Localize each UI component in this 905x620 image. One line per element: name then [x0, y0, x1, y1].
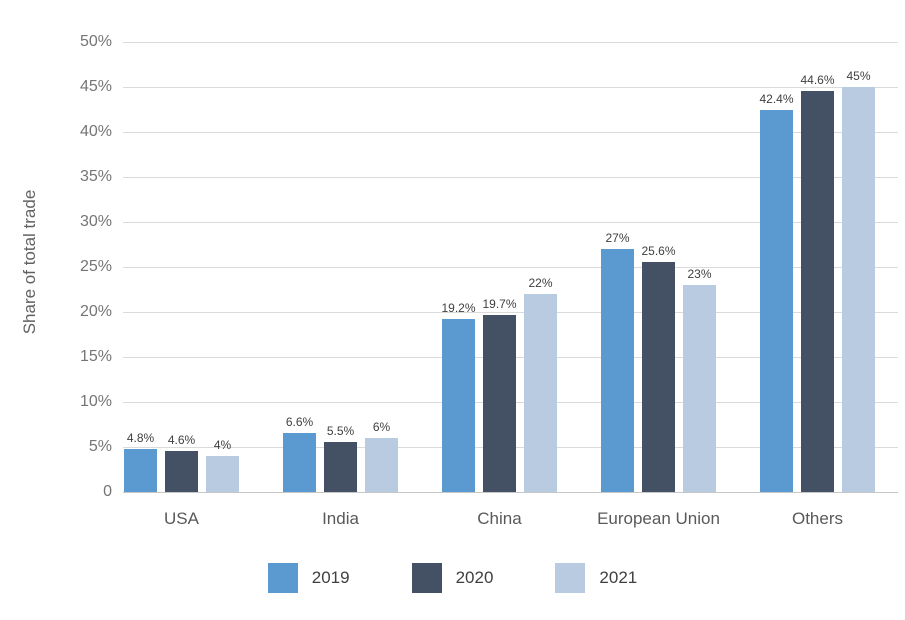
legend-swatch-2020	[411, 563, 442, 593]
y-tick-label: 15%	[79, 348, 112, 365]
legend: 2019 2020 2021	[0, 563, 905, 593]
legend-label: 2019	[311, 568, 350, 587]
category-label: European Union	[597, 509, 720, 528]
gridline	[123, 87, 898, 88]
gridline	[123, 42, 898, 43]
bar-2021-china[interactable]	[524, 294, 557, 492]
data-label: 4.6%	[167, 433, 196, 447]
data-label: 5.5%	[326, 424, 355, 438]
y-tick-label: 25%	[79, 258, 112, 275]
gridline	[123, 222, 898, 223]
data-label: 25.6%	[641, 244, 676, 258]
data-label: 4%	[213, 438, 232, 452]
legend-item-2019: 2019	[267, 563, 350, 593]
legend-swatch-2019	[267, 563, 298, 593]
bar-2020-usa[interactable]	[165, 451, 198, 492]
category-label: USA	[164, 509, 199, 528]
data-label: 22%	[528, 276, 553, 290]
data-label: 23%	[687, 267, 712, 281]
bar-2019-others[interactable]	[760, 110, 793, 492]
gridline	[123, 177, 898, 178]
legend-label: 2021	[599, 568, 638, 587]
data-label: 42.4%	[759, 92, 794, 106]
bar-2021-european-union[interactable]	[683, 285, 716, 492]
gridline	[123, 312, 898, 313]
data-label: 27%	[605, 231, 630, 245]
bar-2021-usa[interactable]	[206, 456, 239, 492]
bar-2020-european-union[interactable]	[642, 262, 675, 492]
y-axis-title: Share of total trade	[20, 189, 39, 335]
y-tick-label: 35%	[79, 168, 112, 185]
y-tick-label: 5%	[88, 438, 112, 455]
gridline	[123, 267, 898, 268]
y-tick-label: 0	[103, 483, 112, 500]
data-label: 45%	[846, 69, 871, 83]
category-label: Others	[791, 509, 844, 528]
x-axis-baseline	[123, 492, 898, 493]
category-label: India	[322, 509, 359, 528]
y-tick-label: 30%	[79, 213, 112, 230]
gridline	[123, 132, 898, 133]
y-tick-label: 45%	[79, 78, 112, 95]
legend-label: 2020	[455, 568, 494, 587]
bar-2020-india[interactable]	[324, 442, 357, 492]
bar-2021-others[interactable]	[842, 87, 875, 492]
bar-2019-usa[interactable]	[124, 449, 157, 492]
y-tick-label: 50%	[79, 33, 112, 50]
data-label: 4.8%	[126, 431, 155, 445]
legend-item-2020: 2020	[411, 563, 494, 593]
data-label: 6.6%	[285, 415, 314, 429]
data-label: 44.6%	[800, 73, 835, 87]
y-tick-label: 20%	[79, 303, 112, 320]
legend-swatch-2021	[555, 563, 586, 593]
bar-2019-india[interactable]	[283, 433, 316, 492]
y-tick-label: 10%	[79, 393, 112, 410]
y-tick-label: 40%	[79, 123, 112, 140]
data-label: 19.7%	[482, 297, 517, 311]
bar-2021-india[interactable]	[365, 438, 398, 492]
data-label: 6%	[372, 420, 391, 434]
bar-2020-china[interactable]	[483, 315, 516, 492]
bar-2019-china[interactable]	[442, 319, 475, 492]
bar-2020-others[interactable]	[801, 91, 834, 492]
legend-item-2021: 2021	[555, 563, 637, 593]
category-label: China	[477, 509, 522, 528]
bar-2019-european-union[interactable]	[601, 249, 634, 492]
data-label: 19.2%	[441, 301, 476, 315]
